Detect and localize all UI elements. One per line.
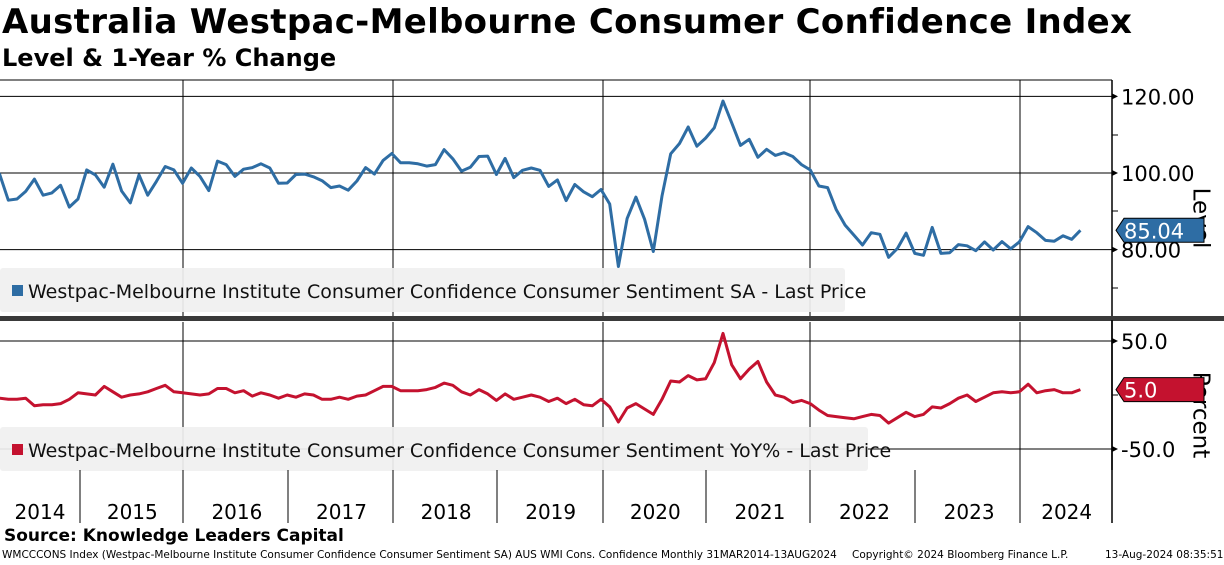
- yoy-series-line: [0, 331, 1081, 425]
- yoy-tick: [1112, 338, 1118, 344]
- x-tick-label: 2023: [944, 500, 995, 524]
- level-tick: [1112, 246, 1118, 253]
- x-tick-label: 2024: [1041, 500, 1092, 524]
- level-y-tick-label: 120.00: [1121, 85, 1194, 109]
- level-last-value-tag: [1115, 217, 1205, 243]
- chart-subtitle: Level & 1-Year % Change: [2, 44, 337, 72]
- yoy-y-tick-label: 50.0: [1121, 330, 1168, 354]
- x-tick-label: 2018: [421, 500, 472, 524]
- x-tick-label: 2020: [630, 500, 681, 524]
- level-legend-box: [0, 268, 845, 312]
- yoy-legend-swatch: [12, 444, 23, 455]
- level-series-line: [0, 99, 1082, 268]
- level-y-tick-label: 100.00: [1121, 162, 1194, 186]
- level-tick: [1112, 93, 1118, 100]
- yoy-last-value-label: 5.0: [1124, 379, 1157, 403]
- source-note: Source: Knowledge Leaders Capital: [4, 526, 344, 546]
- yoy-legend-box: [0, 427, 868, 471]
- x-tick-label: 2021: [734, 500, 785, 524]
- x-tick-label: 2016: [211, 500, 262, 524]
- panel-separator: [0, 316, 1224, 321]
- x-tick-label: 2015: [107, 500, 158, 524]
- level-tick: [1112, 170, 1118, 176]
- x-tick-label: 2019: [525, 500, 576, 524]
- footer-ticker: WMCCCONS Index (Westpac-Melbourne Instit…: [2, 549, 837, 561]
- level-last-value-label: 85.04: [1124, 219, 1184, 243]
- yoy-legend-label: Westpac-Melbourne Institute Consumer Con…: [28, 440, 891, 462]
- yoy-last-value-tag: [1115, 377, 1205, 403]
- yoy-y-tick-label: -50.0: [1121, 438, 1175, 462]
- chart-title: Australia Westpac-Melbourne Consumer Con…: [2, 2, 1133, 42]
- x-tick-label: 2017: [316, 500, 367, 524]
- x-tick-label: 2014: [15, 500, 66, 524]
- level-legend-swatch: [12, 285, 23, 296]
- footer-copyright: Copyright© 2024 Bloomberg Finance L.P.: [852, 549, 1069, 561]
- yoy-tick: [1112, 446, 1118, 452]
- level-legend-label: Westpac-Melbourne Institute Consumer Con…: [28, 281, 866, 303]
- x-tick-label: 2022: [839, 500, 890, 524]
- footer-timestamp: 13-Aug-2024 08:35:51: [1105, 549, 1224, 561]
